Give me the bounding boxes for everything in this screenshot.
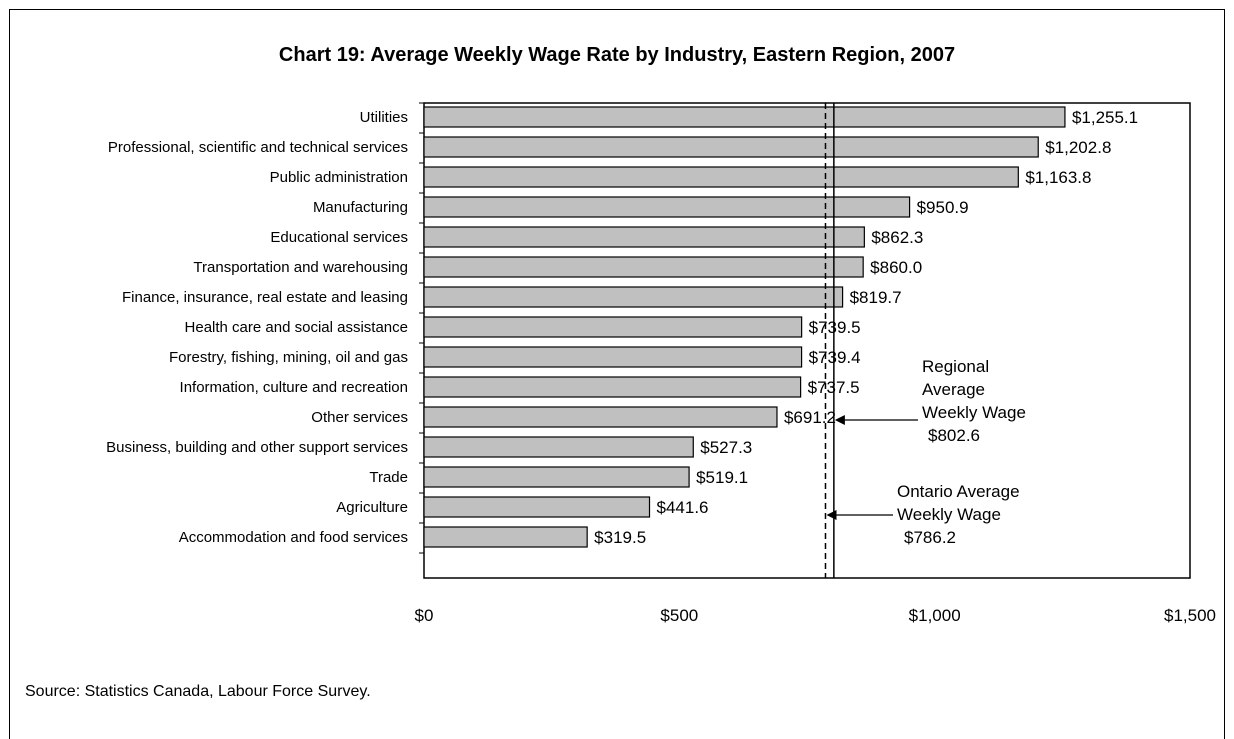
value-label: $527.3 — [700, 438, 752, 457]
bar — [423, 406, 778, 428]
category-label: Educational services — [270, 229, 408, 246]
value-label: $860.0 — [870, 258, 922, 277]
ontario-average-label: $786.2 — [904, 528, 956, 547]
category-label: Information, culture and recreation — [180, 379, 408, 396]
bar — [423, 346, 803, 368]
value-label: $1,202.8 — [1045, 138, 1111, 157]
x-tick-label: $1,000 — [909, 606, 961, 625]
x-tick-label: $0 — [415, 606, 434, 625]
bar — [423, 166, 1019, 188]
chart-title: Chart 19: Average Weekly Wage Rate by In… — [278, 44, 956, 66]
bar — [423, 256, 864, 278]
x-tick-label: $1,500 — [1164, 606, 1216, 625]
bar — [423, 526, 588, 548]
category-label: Manufacturing — [313, 199, 408, 216]
category-label: Transportation and warehousing — [193, 259, 408, 276]
regional-average-arrowhead — [834, 415, 845, 425]
regional-average-label: Regional — [922, 357, 989, 376]
category-label: Professional, scientific and technical s… — [108, 139, 408, 156]
bar — [423, 136, 1039, 158]
bar — [423, 316, 803, 338]
regional-average-label: Average — [922, 380, 985, 399]
category-label: Accommodation and food services — [179, 529, 408, 546]
category-label: Business, building and other support ser… — [106, 439, 408, 456]
ontario-average-label: Weekly Wage — [897, 505, 1001, 524]
bar — [423, 286, 844, 308]
category-label: Agriculture — [336, 499, 408, 516]
category-label: Other services — [311, 409, 408, 426]
x-tick-label: $500 — [660, 606, 698, 625]
chart-frame — [9, 9, 1225, 739]
category-label: Health care and social assistance — [185, 319, 408, 336]
bar — [423, 106, 1066, 128]
category-label: Trade — [369, 469, 408, 486]
bar — [423, 196, 911, 218]
value-label: $691.2 — [784, 408, 836, 427]
value-label: $950.9 — [917, 198, 969, 217]
value-label: $1,255.1 — [1072, 108, 1138, 127]
value-label: $1,163.8 — [1025, 168, 1091, 187]
value-label: $319.5 — [594, 528, 646, 547]
category-label: Public administration — [270, 169, 408, 186]
value-label: $441.6 — [657, 498, 709, 517]
bar — [423, 436, 694, 458]
bar — [423, 376, 802, 398]
value-label: $862.3 — [871, 228, 923, 247]
regional-average-label: $802.6 — [928, 426, 980, 445]
plot-area — [423, 102, 1191, 579]
value-label: $739.5 — [809, 318, 861, 337]
ontario-average-arrowhead — [826, 510, 837, 520]
value-label: $819.7 — [850, 288, 902, 307]
category-label: Forestry, fishing, mining, oil and gas — [169, 349, 408, 366]
value-label: $519.1 — [696, 468, 748, 487]
value-label: $739.4 — [809, 348, 861, 367]
ontario-average-label: Ontario Average — [897, 482, 1020, 501]
value-label: $737.5 — [808, 378, 860, 397]
category-label: Finance, insurance, real estate and leas… — [122, 289, 408, 306]
source-note: Source: Statistics Canada, Labour Force … — [25, 683, 371, 700]
bar — [423, 466, 690, 488]
bar — [423, 496, 651, 518]
category-label: Utilities — [360, 109, 408, 126]
regional-average-label: Weekly Wage — [922, 403, 1026, 422]
bar — [423, 226, 865, 248]
